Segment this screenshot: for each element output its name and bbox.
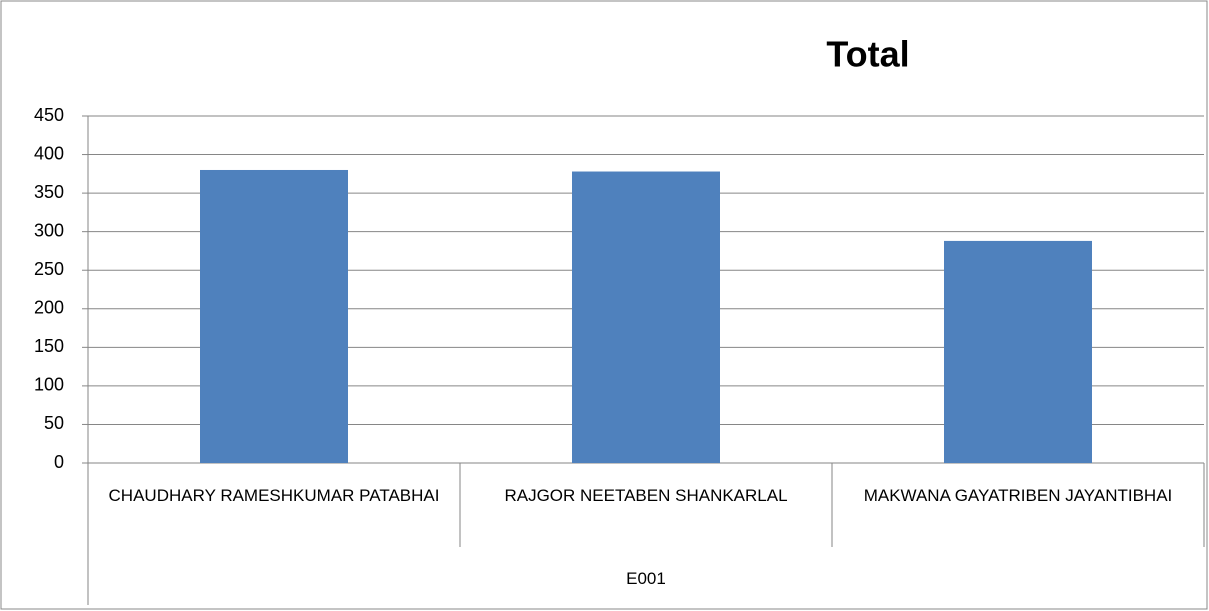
y-tick-label: 50: [44, 413, 64, 433]
y-tick-label: 150: [34, 336, 64, 356]
y-tick-label: 300: [34, 220, 64, 240]
group-label: E001: [626, 569, 666, 588]
y-tick-label: 100: [34, 375, 64, 395]
y-tick-label: 400: [34, 143, 64, 163]
chart-title: Total: [826, 34, 909, 75]
x-tick-label: CHAUDHARY RAMESHKUMAR PATABHAI: [108, 486, 440, 505]
y-tick-label: 350: [34, 182, 64, 202]
x-tick-label: MAKWANA GAYATRIBEN JAYANTIBHAI: [863, 486, 1173, 505]
y-tick-label: 250: [34, 259, 64, 279]
x-tick-label: RAJGOR NEETABEN SHANKARLAL: [504, 486, 788, 505]
bar: [200, 169, 348, 463]
bar: [944, 240, 1092, 463]
y-tick-label: 450: [34, 105, 64, 125]
y-tick-label: 0: [54, 452, 64, 472]
bar: [572, 171, 720, 463]
y-tick-label: 200: [34, 298, 64, 318]
